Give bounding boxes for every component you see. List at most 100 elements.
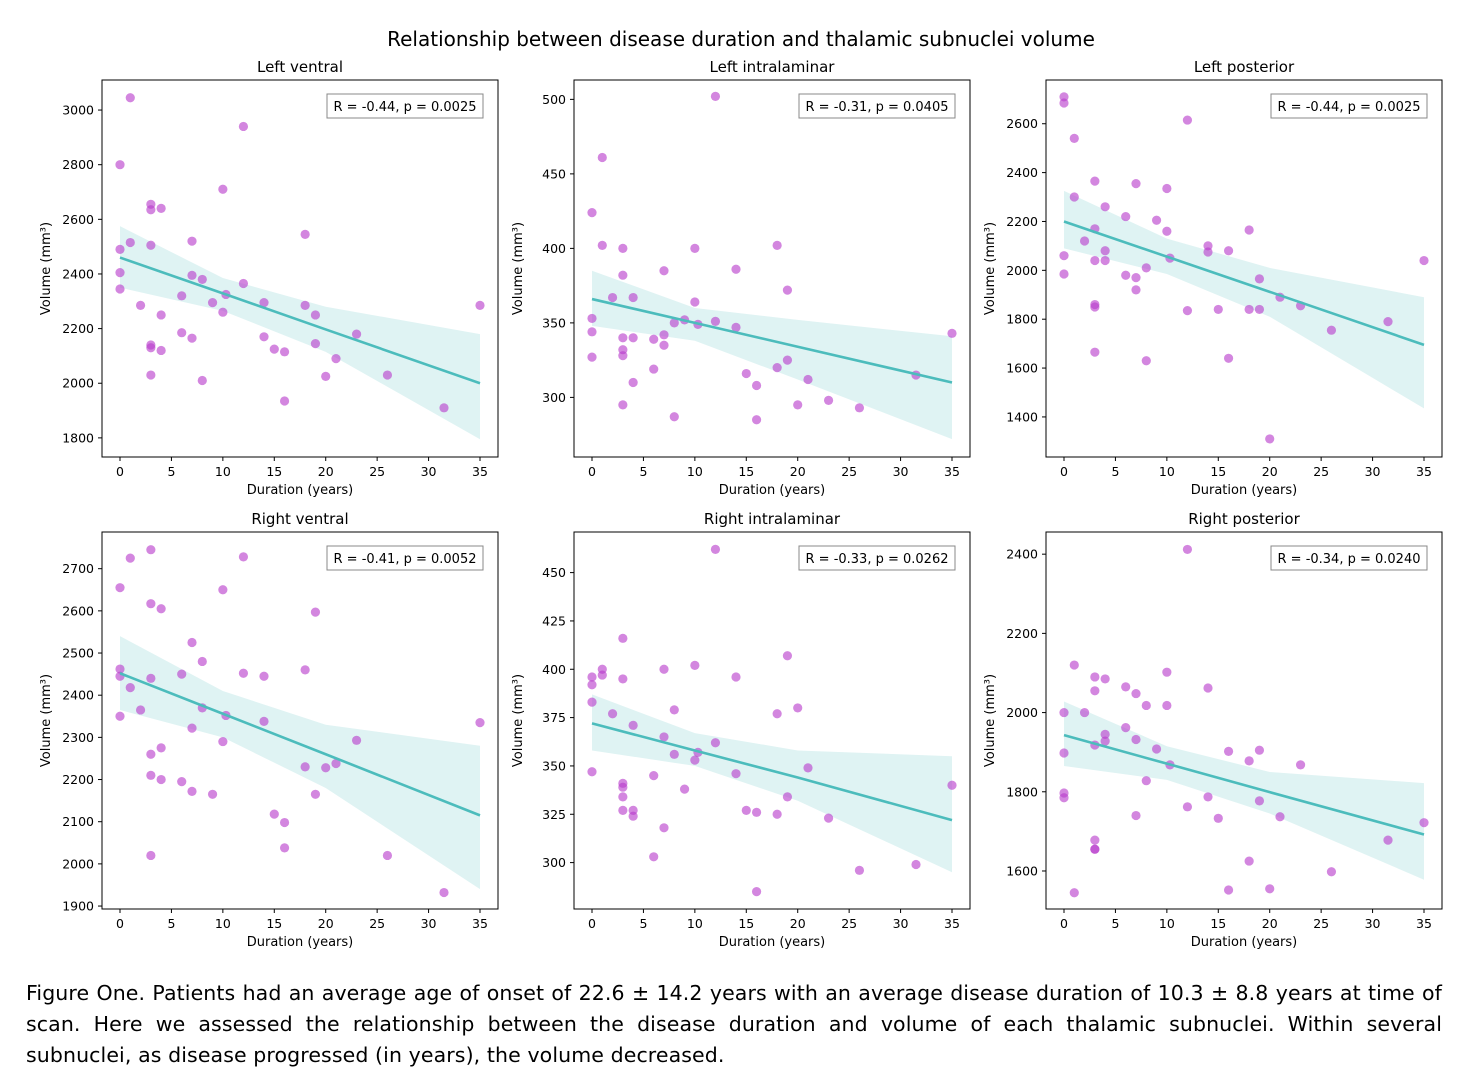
data-point xyxy=(1326,867,1337,877)
y-tick-label: 1900 xyxy=(62,899,94,914)
data-point xyxy=(587,672,597,682)
data-point xyxy=(751,887,762,897)
data-point xyxy=(1419,818,1429,828)
data-point xyxy=(1121,270,1131,280)
data-point xyxy=(218,736,228,747)
x-tick-label: 35 xyxy=(944,916,960,931)
x-tick-label: 30 xyxy=(421,464,437,479)
data-point xyxy=(146,240,156,250)
confidence-band xyxy=(1064,190,1424,409)
data-point xyxy=(741,368,751,379)
data-point xyxy=(115,583,125,593)
data-point xyxy=(156,743,166,753)
data-point xyxy=(628,720,638,730)
data-point xyxy=(1254,304,1265,315)
regression-line xyxy=(1063,220,1425,347)
data-point xyxy=(659,340,669,350)
data-point xyxy=(659,823,669,833)
data-point xyxy=(618,782,628,792)
stats-annotation-box xyxy=(798,93,956,119)
data-point xyxy=(597,152,607,163)
data-point xyxy=(649,852,659,862)
data-point xyxy=(618,674,628,684)
y-tick-label: 450 xyxy=(542,565,566,580)
data-point xyxy=(351,329,362,339)
y-tick-label: 2100 xyxy=(62,814,94,829)
data-point xyxy=(618,400,628,410)
data-point xyxy=(218,585,228,595)
data-point xyxy=(1265,434,1275,444)
data-point xyxy=(1059,707,1069,718)
data-point xyxy=(300,229,310,239)
data-point xyxy=(115,267,125,278)
data-point xyxy=(115,664,125,674)
data-point xyxy=(207,298,218,308)
stats-annotation: R = -0.31, p = 0.0405 xyxy=(806,100,949,115)
x-axis-label: Duration (years) xyxy=(719,935,826,950)
data-point xyxy=(587,327,597,337)
data-point xyxy=(238,121,249,132)
data-point xyxy=(310,310,321,320)
data-point xyxy=(649,364,659,374)
data-point xyxy=(587,697,597,707)
subplot-title: Left ventral xyxy=(257,58,343,76)
y-tick-label: 375 xyxy=(542,710,566,725)
data-point xyxy=(1213,813,1223,823)
data-point xyxy=(300,762,310,772)
x-tick-label: 35 xyxy=(1416,464,1432,479)
x-tick-label: 25 xyxy=(369,916,385,931)
data-point xyxy=(659,732,669,742)
y-tick-label: 2400 xyxy=(1006,547,1038,562)
data-point xyxy=(1131,734,1141,745)
data-point xyxy=(1090,835,1100,845)
data-point xyxy=(146,749,156,759)
data-point xyxy=(751,807,762,817)
data-point xyxy=(1090,844,1100,854)
data-point xyxy=(475,300,485,310)
data-point xyxy=(351,735,362,745)
confidence-band xyxy=(120,226,480,440)
data-point xyxy=(146,545,156,555)
data-point xyxy=(1090,176,1100,186)
data-point xyxy=(146,205,156,215)
data-point xyxy=(1203,683,1213,693)
data-point xyxy=(1223,885,1234,895)
data-point xyxy=(1383,317,1393,327)
data-point xyxy=(659,664,669,674)
y-tick-label: 2400 xyxy=(62,688,94,703)
plot-frame xyxy=(101,531,499,910)
data-point xyxy=(587,352,597,362)
data-point xyxy=(1141,700,1151,711)
x-tick-label: 15 xyxy=(738,916,754,931)
data-point xyxy=(439,403,449,413)
data-point xyxy=(628,333,638,343)
data-point xyxy=(947,780,957,790)
data-point xyxy=(710,316,721,326)
data-point xyxy=(911,859,921,870)
data-point xyxy=(607,292,618,303)
data-point xyxy=(331,354,341,364)
data-point xyxy=(1213,304,1223,315)
data-point xyxy=(197,274,207,285)
subplot-6: Right posterior 0 5 10 15 20 25 30 35 1600 1800 200… xyxy=(983,510,1443,950)
x-tick-label: 15 xyxy=(266,464,282,479)
x-tick-label: 20 xyxy=(790,464,806,479)
data-point xyxy=(803,374,813,385)
regression-line xyxy=(119,672,481,817)
data-point xyxy=(823,395,834,405)
x-tick-label: 5 xyxy=(639,464,647,479)
data-point xyxy=(782,355,793,365)
data-point xyxy=(1059,98,1069,108)
data-point xyxy=(1141,356,1151,366)
data-point xyxy=(115,671,125,681)
x-tick-label: 0 xyxy=(588,464,596,479)
data-point xyxy=(772,709,782,719)
x-tick-label: 5 xyxy=(167,916,175,931)
confidence-band xyxy=(592,270,952,440)
data-point xyxy=(690,297,700,307)
data-point xyxy=(1182,306,1193,316)
data-point xyxy=(1100,255,1110,266)
x-tick-label: 30 xyxy=(1365,916,1381,931)
y-tick-label: 500 xyxy=(542,92,566,107)
data-point xyxy=(669,749,679,759)
